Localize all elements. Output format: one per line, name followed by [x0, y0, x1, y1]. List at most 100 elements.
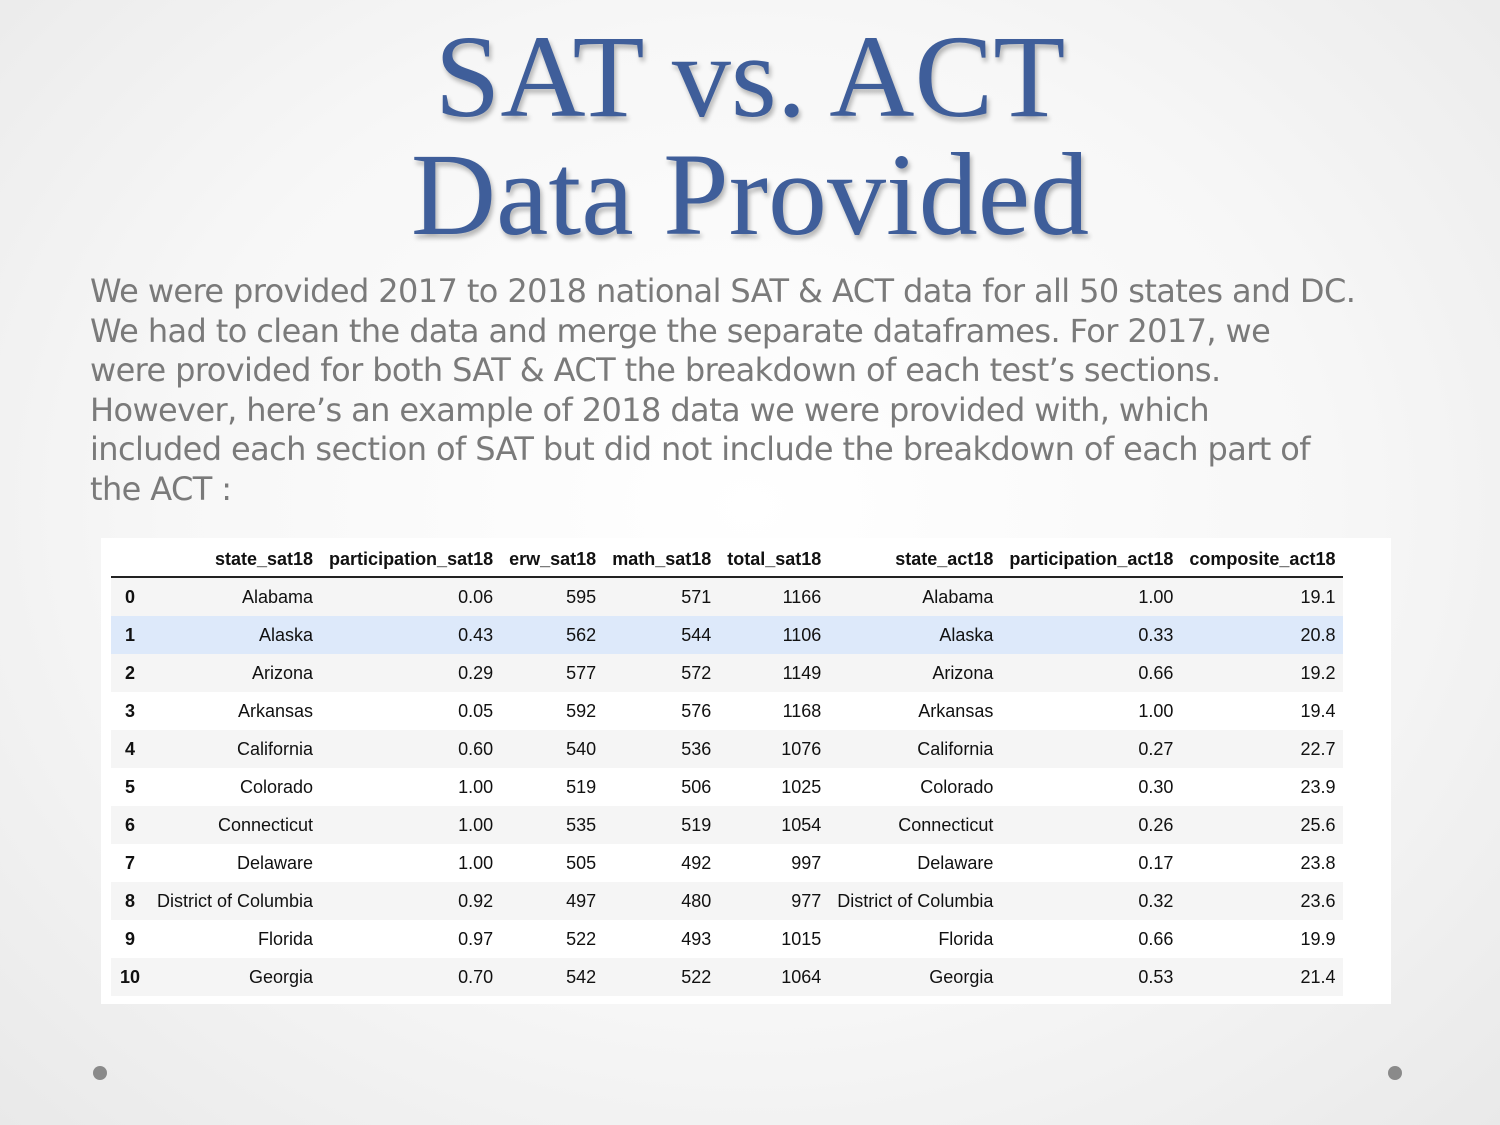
table-row: 8 District of Columbia 0.92 497 480 977 Distri… — [111, 882, 1344, 920]
table-header-row: state_sat18 participation_sat18 erw_sat1… — [111, 542, 1344, 578]
table-cell: Georgia — [829, 958, 1002, 996]
table-cell: 997 — [791, 852, 822, 873]
table-cell: 1.00 — [1138, 700, 1174, 721]
table-cell: California — [829, 730, 1002, 768]
table-cell: Delaware — [237, 852, 314, 873]
body-line: We had to clean the data and merge the s… — [90, 311, 1271, 350]
table-cell: 1076 — [719, 730, 830, 768]
data-table-image: state_sat18 participation_sat18 erw_sat1… — [101, 538, 1391, 1004]
table-cell: 0.30 — [1138, 776, 1174, 797]
table-cell: 0.66 — [1138, 928, 1174, 949]
table-cell: Alabama — [149, 577, 322, 616]
table-cell: 571 — [604, 577, 720, 616]
table-cell: Arkansas — [238, 700, 314, 721]
col-header: composite_act18 — [1181, 542, 1344, 578]
row-index-cell: 9 — [124, 928, 135, 949]
slide-decor-dot-right — [1388, 1066, 1402, 1080]
table-row: 5 Colorado 1.00 519 506 1025 Colorado 0.30 23.9 — [111, 768, 1343, 806]
table-row: 1 Alaska 0.43 562 544 1106 Alaska 0.33 20.8 — [111, 616, 1344, 654]
table-cell: 1.00 — [1001, 577, 1182, 616]
col-header: erw_sat18 — [501, 542, 605, 578]
table-cell: Arizona — [829, 654, 1002, 692]
table-cell: 519 — [566, 776, 597, 797]
row-index-cell: 4 — [111, 730, 149, 768]
body-line: We were provided 2017 to 2018 national S… — [90, 272, 1356, 310]
col-header: math_sat18 — [604, 542, 720, 578]
table-cell: 576 — [681, 700, 712, 721]
table-cell: Arkansas — [918, 700, 994, 721]
table-cell: 0.17 — [1138, 852, 1174, 873]
body-line: However, here’s an example of 2018 data … — [90, 390, 1210, 429]
table-row: 9 Florida 0.97 522 493 1015 Florida 0.66 19.9 — [111, 920, 1343, 958]
row-index-cell: 0 — [111, 577, 149, 616]
row-index-cell: 1 — [111, 616, 149, 654]
table-cell: District of Columbia — [829, 882, 1002, 920]
table-cell: 1054 — [719, 806, 830, 844]
table-cell: Colorado — [240, 776, 314, 797]
table-cell: Alaska — [829, 616, 1002, 654]
table-row: 3 Arkansas 0.05 592 576 1168 Arkansas 1.00 19.4 — [111, 692, 1343, 730]
table-cell: 19.1 — [1181, 577, 1344, 616]
table-cell: 595 — [501, 577, 605, 616]
body-line: were provided for both SAT & ACT the bre… — [90, 351, 1221, 389]
table-cell: 1168 — [782, 700, 822, 721]
table-row: 0 Alabama 0.06 595 571 1166 Alabama 1.00 19.1 — [111, 577, 1344, 616]
table-cell: Arizona — [149, 654, 322, 692]
table-cell: 562 — [501, 616, 605, 654]
table-cell: 23.8 — [1300, 852, 1336, 873]
table-cell: 592 — [566, 700, 597, 721]
table-cell: 540 — [501, 730, 605, 768]
table-row: 2 Arizona 0.29 577 572 1149 Arizona 0.66 19.2 — [111, 654, 1344, 692]
table-cell: 1106 — [719, 616, 830, 654]
slide-title: SAT vs. ACT Data Provided — [0, 18, 1500, 254]
slide-title-line1: SAT vs. ACT — [434, 11, 1066, 142]
table-row: 4 California 0.60 540 536 1076 California 0.27 2… — [111, 730, 1344, 768]
slide-decor-dot-left — [93, 1066, 107, 1080]
table-cell: 977 — [719, 882, 830, 920]
table-cell: 20.8 — [1181, 616, 1344, 654]
table-cell: Connecticut — [149, 806, 322, 844]
slide-body-text: We were provided 2017 to 2018 national S… — [90, 272, 1420, 509]
table-cell: 19.9 — [1300, 928, 1336, 949]
table-cell: 480 — [604, 882, 720, 920]
table-cell: 497 — [501, 882, 605, 920]
table-row: 6 Connecticut 1.00 535 519 1054 Connecticut 0.2… — [111, 806, 1344, 844]
row-index-cell: 3 — [124, 700, 135, 721]
table-cell: 544 — [604, 616, 720, 654]
table-cell: 1.00 — [321, 806, 502, 844]
col-header: state_act18 — [829, 542, 1002, 578]
table-cell: 22.7 — [1181, 730, 1344, 768]
table-cell: California — [149, 730, 322, 768]
table-cell: Alaska — [149, 616, 322, 654]
table-cell: 493 — [681, 928, 712, 949]
table-cell: 535 — [501, 806, 605, 844]
row-index-cell: 7 — [124, 852, 135, 873]
col-header: state_sat18 — [149, 542, 322, 578]
table-cell: 0.26 — [1001, 806, 1182, 844]
table-cell: Florida — [258, 928, 314, 949]
slide-title-line2: Data Provided — [410, 129, 1090, 260]
table-cell: 0.92 — [321, 882, 502, 920]
table-cell: 0.53 — [1001, 958, 1182, 996]
col-header: participation_act18 — [1001, 542, 1182, 578]
table-cell: 522 — [566, 928, 597, 949]
table-cell: 23.6 — [1181, 882, 1344, 920]
table-cell: 0.06 — [321, 577, 502, 616]
table-cell: Georgia — [149, 958, 322, 996]
table-cell: 0.27 — [1001, 730, 1182, 768]
table-row: 10 Georgia 0.70 542 522 1064 Georgia 0.53 21.4 — [111, 958, 1344, 996]
row-index-cell: 6 — [111, 806, 149, 844]
table-cell: 519 — [604, 806, 720, 844]
table-cell: Connecticut — [829, 806, 1002, 844]
table-cell: Delaware — [917, 852, 994, 873]
col-index-header — [111, 542, 149, 578]
table-cell: 0.66 — [1001, 654, 1182, 692]
body-line: the ACT : — [90, 469, 232, 508]
row-index-cell: 2 — [111, 654, 149, 692]
table-cell: 505 — [566, 852, 597, 873]
table-cell: 0.32 — [1001, 882, 1182, 920]
table-cell: 1064 — [719, 958, 830, 996]
table-cell: 536 — [604, 730, 720, 768]
table-cell: District of Columbia — [149, 882, 322, 920]
table-cell: 1149 — [719, 654, 830, 692]
